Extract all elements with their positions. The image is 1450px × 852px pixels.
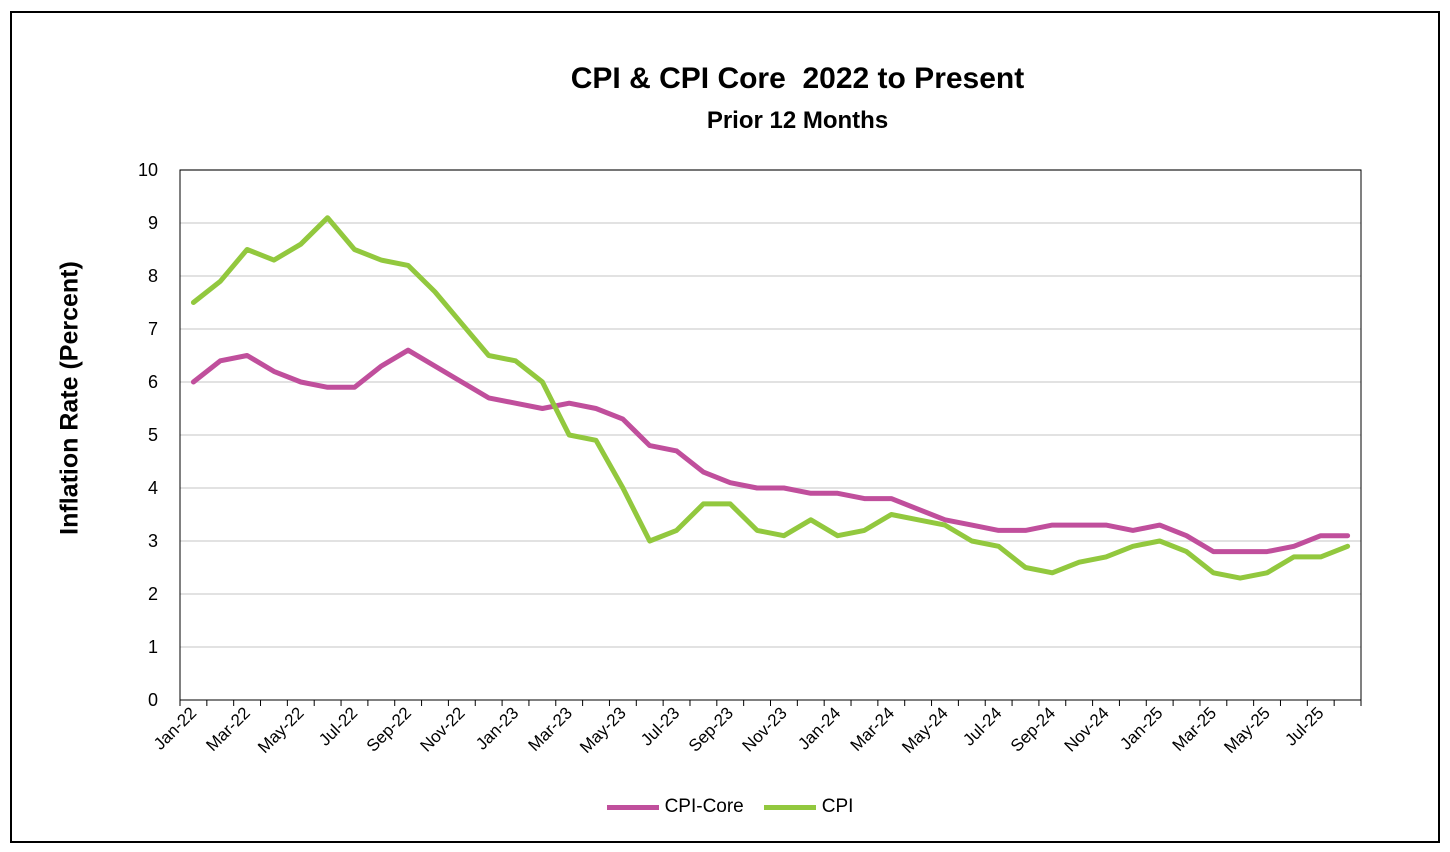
x-tick-label: Sep-22 [363, 703, 415, 755]
legend-swatch-cpi-core [606, 804, 659, 810]
x-tick-label: Mar-23 [525, 703, 577, 755]
x-tick-label: Mar-25 [1169, 703, 1221, 755]
series-lines [190, 215, 1351, 581]
chart-title: CPI & CPI Core 2022 to Present [570, 62, 1025, 95]
y-tick-label: 1 [148, 637, 158, 657]
x-tick-label: May-25 [1220, 703, 1274, 757]
x-tick-label: Mar-22 [202, 703, 254, 755]
y-tick-label: 5 [148, 425, 158, 445]
legend-label-cpi-core: CPI-Core [664, 796, 744, 817]
x-tick-label: Jan-25 [1116, 703, 1166, 753]
y-tick-label: 0 [148, 690, 158, 710]
x-tick-label: Nov-23 [739, 703, 791, 755]
x-tick-label: Jul-23 [637, 703, 683, 749]
x-tick-label: Sep-24 [1007, 703, 1059, 755]
x-tick-label: Nov-22 [416, 703, 468, 755]
x-tick-label: Mar-24 [847, 703, 899, 755]
legend-swatch-cpi [763, 804, 816, 810]
y-tick-label: 10 [138, 160, 158, 180]
series-line-cpi [190, 215, 1351, 581]
x-tick-label: Jul-25 [1281, 703, 1327, 749]
chart-frame [10, 11, 1440, 843]
x-tick-label: Jan-24 [794, 703, 844, 753]
x-tick-label: Nov-24 [1061, 703, 1113, 755]
x-tick-label: Jan-22 [150, 703, 200, 753]
legend-item-cpi-core: CPI-Core [606, 796, 744, 818]
x-tick-label: Jul-22 [315, 703, 361, 749]
x-tick-label: Jan-23 [472, 703, 522, 753]
legend: CPI-Core CPI [0, 796, 1450, 818]
y-tick-label: 3 [148, 531, 158, 551]
y-tick-label: 8 [148, 266, 158, 286]
x-tick-label: May-24 [898, 703, 952, 757]
chart-subtitle: Prior 12 Months [706, 107, 889, 134]
y-tick-labels: 0 1 2 3 4 5 6 7 8 9 10 [138, 160, 158, 710]
series-line-cpi-core [190, 347, 1351, 555]
x-tick-label: Jul-24 [959, 703, 1005, 749]
y-tick-label: 4 [148, 478, 158, 498]
y-tick-label: 2 [148, 584, 158, 604]
gridlines [180, 169, 1361, 648]
y-tick-label: 6 [148, 372, 158, 392]
x-tick-label: May-23 [576, 703, 630, 757]
y-tick-label: 7 [148, 319, 158, 339]
legend-label-cpi: CPI [821, 796, 854, 817]
y-tick-label: 9 [148, 213, 158, 233]
legend-item-cpi: CPI [763, 796, 854, 818]
x-tick-labels: Jan-22 Mar-22 May-22 Jul-22 Sep-22 Nov-22 Jan-… [150, 700, 1362, 757]
x-tick-label: Sep-23 [685, 703, 737, 755]
x-tick-label: May-22 [254, 703, 308, 757]
